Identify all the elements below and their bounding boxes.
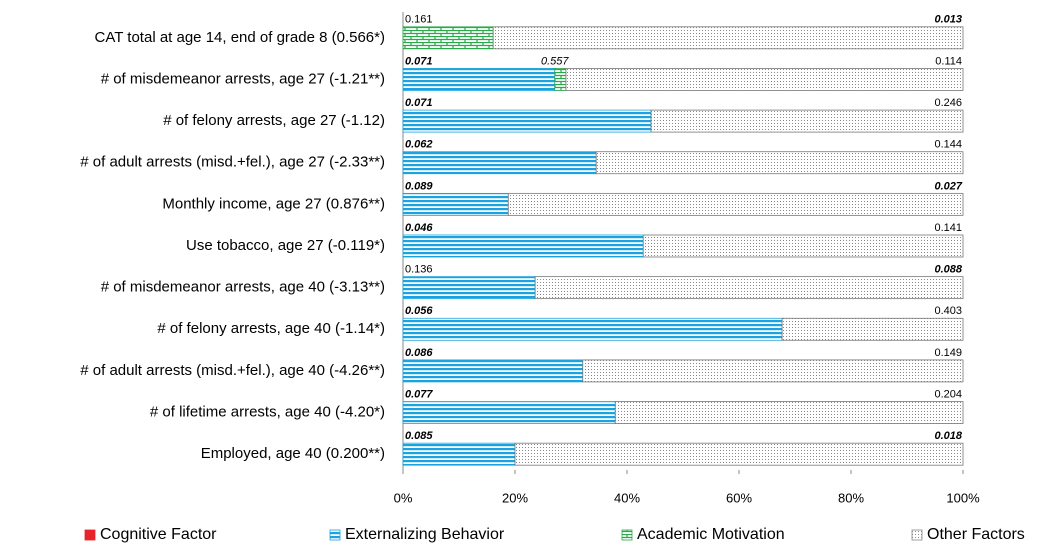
category-label: # of felony arrests, age 40 (-1.14*) [157,320,385,337]
value-label: 0.089 [405,180,433,192]
bar-segment [402,192,509,216]
bar-segment [650,109,964,133]
bar-segment [514,442,964,466]
bar-segment [534,276,964,300]
value-label: 0.071 [405,55,433,67]
bar-segment [402,442,516,466]
bar-segment [402,317,783,341]
category-label: Monthly income, age 27 (0.876**) [162,195,385,212]
category-label: # of misdemeanor arrests, age 40 (-3.13*… [101,279,385,296]
value-label: 0.086 [405,347,433,359]
bar-segment [402,68,556,91]
value-label: 0.013 [934,14,962,26]
value-label: 0.114 [935,55,962,67]
legend-label: Other Factors [927,526,1025,543]
legend-swatch [911,529,923,541]
x-tick-label: 0% [394,490,413,505]
value-label: 0.149 [934,347,962,359]
bar-segment [402,151,597,175]
legend-swatch [329,529,341,541]
value-label: 0.403 [934,305,962,317]
value-label: 0.136 [405,264,433,276]
bar-segment [402,26,494,50]
value-label: 0.246 [934,97,962,109]
bar-segment [402,276,536,300]
bar-segment [642,234,964,258]
value-label: 0.027 [934,180,962,192]
category-label: # of adult arrests (misd.+fel.), age 27 … [80,154,385,171]
value-label: 0.161 [405,14,433,26]
bar-segment [595,151,964,175]
bar-segment [402,234,644,258]
legend-label: Academic Motivation [637,526,785,543]
x-tick-label: 60% [726,490,752,505]
bar-segment [582,359,964,383]
category-label: # of adult arrests (misd.+fel.), age 40 … [80,362,385,379]
category-label: # of felony arrests, age 27 (-1.12) [163,112,385,129]
x-tick-label: 80% [838,490,864,505]
category-label: # of misdemeanor arrests, age 27 (-1.21*… [101,70,385,87]
bar-segment [402,109,652,133]
legend-swatch [84,529,96,541]
bar-segment [402,359,584,383]
value-label: 0.085 [405,430,433,442]
value-label: 0.046 [405,222,433,234]
legend-label: Externalizing Behavior [345,526,505,543]
category-label: Use tobacco, age 27 (-0.119*) [186,237,385,254]
value-label: 0.141 [934,222,962,234]
bar-segment [565,68,964,91]
bar-segment [402,401,616,424]
legend-label: Cognitive Factor [100,526,217,543]
value-label: 0.204 [934,388,962,400]
category-label: Employed, age 40 (0.200**) [201,445,385,462]
value-label: 0.071 [405,97,433,109]
bar-segment [781,317,964,341]
legend-swatch [621,529,633,541]
category-label: # of lifetime arrests, age 40 (-4.20*) [150,404,385,421]
value-label: 0.077 [405,388,433,400]
x-tick-label: 20% [502,490,528,505]
bar-segment [614,401,964,424]
bar-segment [554,68,567,91]
value-label: 0.018 [934,430,962,442]
x-tick-label: 40% [614,490,640,505]
bar-segment [507,192,964,216]
category-label: CAT total at age 14, end of grade 8 (0.5… [95,29,385,46]
bar-segment [492,26,964,50]
value-label: 0.062 [405,139,433,151]
value-label: 0.056 [405,305,433,317]
value-label: 0.088 [934,264,962,276]
x-tick-label: 100% [946,490,980,505]
value-label: 0.557 [541,55,569,67]
value-label: 0.144 [934,139,962,151]
